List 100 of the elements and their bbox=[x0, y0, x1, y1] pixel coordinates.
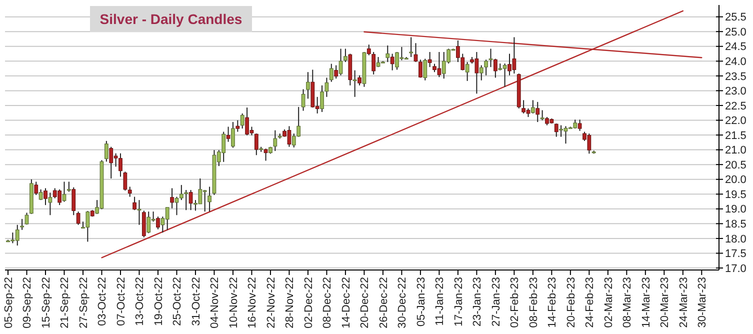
candlestick bbox=[104, 140, 108, 162]
y-tick-label: 24.0 bbox=[725, 56, 746, 68]
candlestick bbox=[366, 44, 371, 56]
y-tick-label: 17.0 bbox=[725, 262, 746, 275]
candlestick bbox=[484, 59, 488, 76]
x-tick-label: 20-Mar-23 bbox=[659, 277, 672, 328]
candlestick bbox=[418, 59, 422, 78]
candlestick bbox=[540, 110, 544, 121]
y-tick-label: 20.5 bbox=[725, 159, 746, 172]
y-tick-label: 21.0 bbox=[725, 144, 746, 157]
x-tick-label: 30-Dec-22 bbox=[396, 277, 409, 328]
x-tick-label: 10-Nov-22 bbox=[228, 277, 240, 328]
y-tick-label: 25.0 bbox=[725, 26, 746, 38]
x-tick-label: 14-Feb-23 bbox=[546, 277, 559, 328]
y-tick-label: 18.0 bbox=[725, 233, 746, 246]
candlestick bbox=[273, 130, 278, 152]
x-tick-label: 24-Mar-23 bbox=[678, 277, 690, 328]
candlestick bbox=[179, 184, 184, 201]
y-tick-label: 22.0 bbox=[725, 115, 746, 128]
x-tick-label: 19-Oct-22 bbox=[152, 277, 165, 326]
x-tick-label: 04-Nov-22 bbox=[209, 277, 222, 328]
candlestick bbox=[123, 171, 128, 192]
candlestick bbox=[142, 210, 146, 238]
candlestick bbox=[352, 70, 357, 98]
candlestick bbox=[226, 126, 230, 142]
x-tick-label: 20-Feb-23 bbox=[565, 277, 578, 328]
x-tick-label: 14-Mar-23 bbox=[640, 277, 652, 328]
candlestick bbox=[188, 189, 193, 211]
x-tick-label: 02-Dec-22 bbox=[302, 277, 315, 328]
candlestick bbox=[44, 188, 48, 206]
x-tick-label: 03-Oct-22 bbox=[96, 277, 109, 326]
candlestick bbox=[414, 42, 418, 63]
candlestick bbox=[34, 181, 38, 196]
candlestick bbox=[320, 84, 324, 112]
candlestick bbox=[128, 186, 132, 198]
y-tick-label: 25.5 bbox=[725, 12, 746, 24]
candlestick bbox=[156, 216, 160, 230]
x-tick-label: 31-Oct-22 bbox=[190, 277, 202, 326]
y-tick-label: 24.5 bbox=[725, 41, 746, 54]
x-tick-label: 28-Nov-22 bbox=[284, 277, 296, 328]
candlestick bbox=[488, 48, 493, 68]
x-tick-label: 13-Oct-22 bbox=[134, 277, 146, 326]
candlestick bbox=[170, 188, 174, 209]
x-tick-label: 17-Jan-23 bbox=[452, 277, 465, 327]
x-tick-label: 23-Jan-23 bbox=[472, 277, 484, 327]
candlestick bbox=[479, 64, 484, 81]
x-tick-label: 02-Feb-23 bbox=[509, 277, 522, 328]
y-tick-label: 23.5 bbox=[725, 70, 746, 83]
x-tick-label: 05-Jan-23 bbox=[415, 277, 428, 327]
candlestick bbox=[329, 63, 334, 82]
candlestick bbox=[334, 64, 338, 80]
candlestick bbox=[264, 148, 268, 162]
candlestick bbox=[578, 119, 582, 132]
candlestick bbox=[62, 181, 66, 202]
candlestick bbox=[48, 192, 52, 216]
x-tick-label: 20-Dec-22 bbox=[359, 277, 372, 328]
y-tick-label: 23.0 bbox=[725, 86, 746, 98]
candlestick bbox=[254, 133, 258, 156]
y-tick-label: 19.0 bbox=[725, 204, 746, 216]
candlestick bbox=[236, 120, 240, 132]
text: Silver - Daily Candles bbox=[100, 11, 242, 27]
x-tick-label: 09-Sep-22 bbox=[22, 277, 34, 328]
candlestick bbox=[137, 200, 142, 226]
candlestick bbox=[428, 51, 432, 68]
candlestick bbox=[554, 123, 558, 138]
y-tick-label: 22.5 bbox=[725, 100, 746, 112]
y-tick-label: 21.5 bbox=[725, 130, 746, 142]
candlestick bbox=[76, 211, 80, 226]
candlestick bbox=[20, 218, 24, 230]
candlestick bbox=[423, 58, 428, 81]
candlestick bbox=[66, 181, 71, 192]
x-tick-label: 02-Mar-23 bbox=[602, 277, 615, 328]
candlestick bbox=[344, 48, 348, 63]
candlestick bbox=[390, 53, 394, 71]
candlestick bbox=[493, 58, 498, 78]
candlestick bbox=[409, 36, 414, 58]
candlestick bbox=[530, 100, 535, 114]
candlestick bbox=[306, 72, 310, 100]
candlestick bbox=[324, 77, 329, 98]
candlestick bbox=[536, 101, 540, 123]
x-tick-label: 26-Dec-22 bbox=[378, 277, 390, 328]
x-tick-label: 22-Nov-22 bbox=[265, 277, 278, 328]
x-tick-label: 15-Sep-22 bbox=[40, 277, 52, 328]
x-tick-label: 08-Mar-23 bbox=[622, 277, 634, 328]
y-tick-label: 17.5 bbox=[725, 248, 746, 260]
x-tick-label: 14-Dec-22 bbox=[340, 277, 352, 328]
candlestick bbox=[72, 186, 76, 216]
x-tick-label: 08-Feb-23 bbox=[528, 277, 540, 328]
candlestick bbox=[132, 196, 136, 211]
x-tick-label: 21-Sep-22 bbox=[59, 277, 72, 328]
candlestick bbox=[465, 62, 470, 82]
x-tick-label: 27-Sep-22 bbox=[78, 277, 90, 328]
y-tick-label: 20.0 bbox=[725, 174, 746, 186]
x-tick-label: 24-Feb-23 bbox=[584, 277, 596, 328]
x-tick-label: 25-Oct-22 bbox=[172, 277, 184, 326]
x-tick-label: 08-Dec-22 bbox=[322, 277, 334, 328]
candlestick bbox=[386, 44, 390, 63]
y-tick-label: 18.5 bbox=[725, 218, 746, 231]
x-tick-label: 16-Nov-22 bbox=[246, 277, 259, 328]
candlestick bbox=[208, 186, 212, 212]
